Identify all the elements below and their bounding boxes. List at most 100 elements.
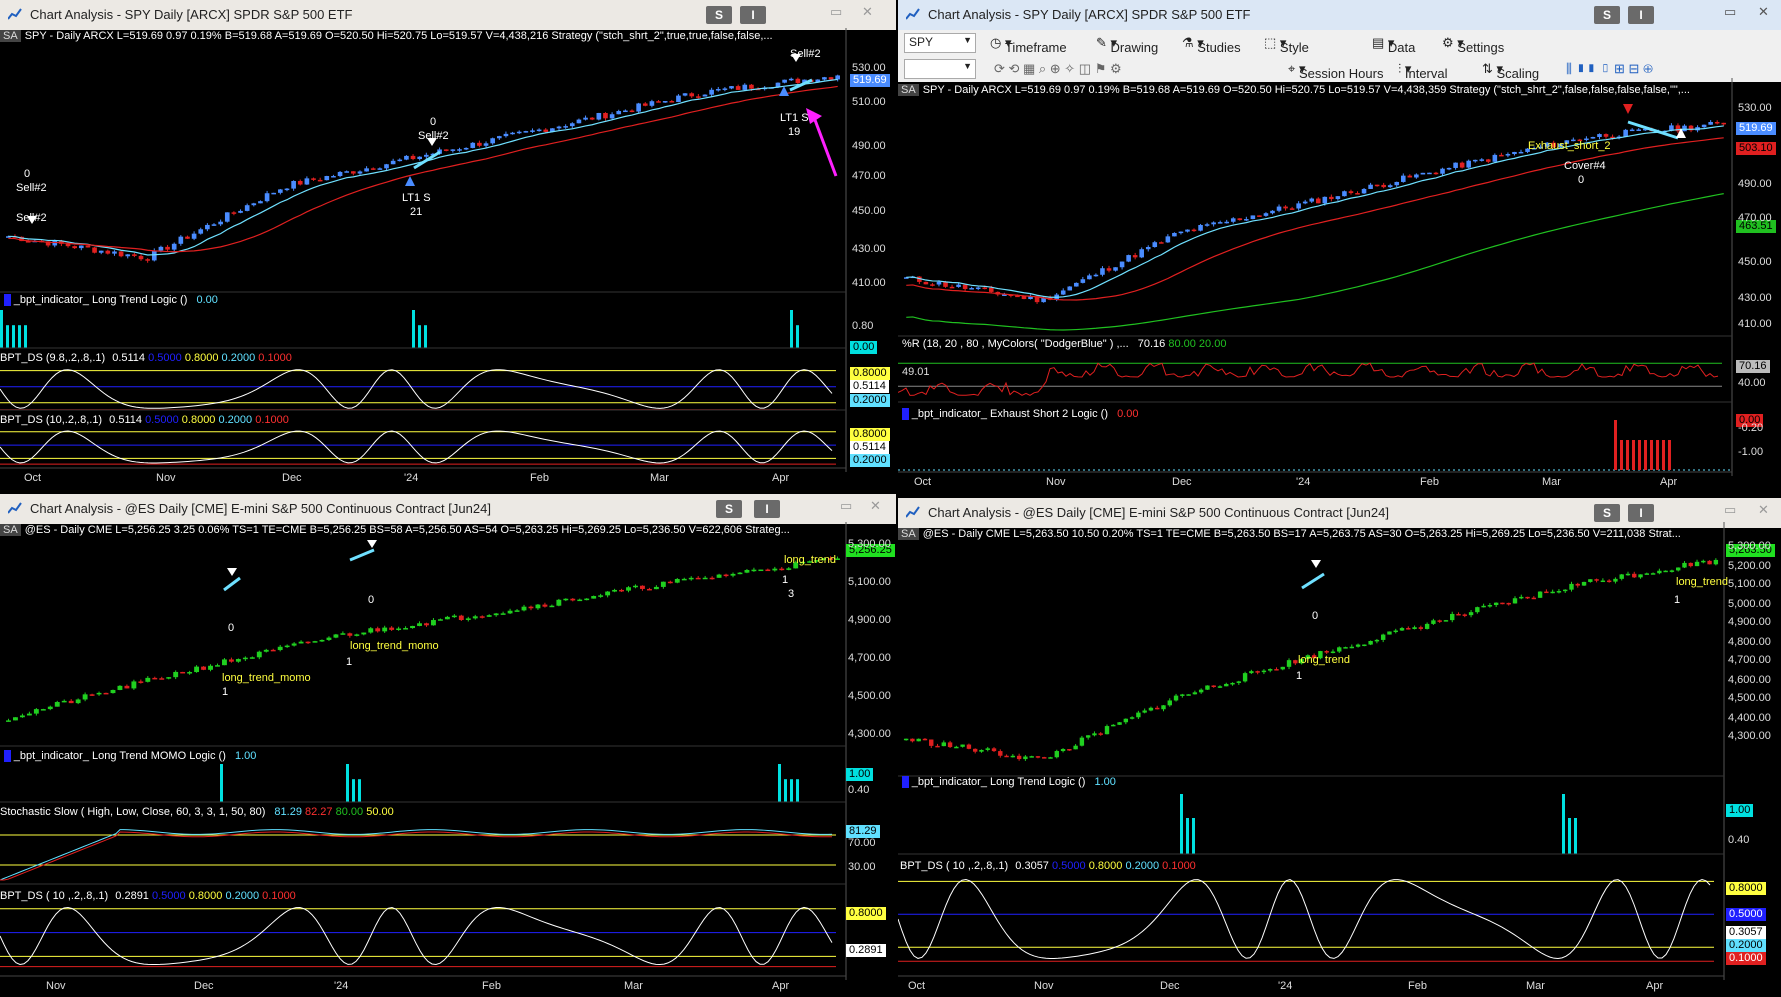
- style-menu[interactable]: ⬚ Style ▾: [1264, 35, 1309, 55]
- candle-body: [972, 748, 978, 752]
- price-chart[interactable]: [898, 498, 1781, 997]
- candle-body: [619, 589, 624, 592]
- s-button[interactable]: S: [1594, 504, 1620, 522]
- minimize-icon[interactable]: ▭: [1724, 4, 1737, 19]
- i-button[interactable]: I: [740, 6, 766, 24]
- candle-body: [1342, 191, 1347, 197]
- candle-body: [417, 156, 423, 160]
- candle-body: [368, 628, 374, 633]
- chart-window-spy-left[interactable]: Chart Analysis - SPY Daily [ARCX] SPDR S…: [0, 0, 896, 488]
- close-icon[interactable]: ✕: [1758, 4, 1769, 19]
- candle-body: [1418, 627, 1424, 629]
- chart-window-es-right[interactable]: Chart Analysis - @ES Daily [CME] E-mini …: [898, 498, 1781, 997]
- time-axis-label: Apr: [1660, 476, 1678, 488]
- price-axis-label: 5,100.00: [848, 576, 891, 588]
- window-titlebar[interactable]: Chart Analysis - @ES Daily [CME] E-mini …: [898, 498, 1781, 528]
- drawing-menu[interactable]: ✎ Drawing ▾: [1096, 35, 1159, 55]
- interval-combo[interactable]: ▼: [904, 59, 976, 79]
- timeframe-menu[interactable]: ◷ Timeframe ▾: [990, 35, 1067, 55]
- candle-body: [224, 212, 230, 222]
- price-chart[interactable]: [0, 494, 896, 997]
- indicator-bar: [1650, 440, 1653, 470]
- candle-body: [47, 706, 53, 710]
- window-titlebar[interactable]: Chart Analysis - @ES Daily [CME] E-mini …: [0, 494, 896, 524]
- trade-annotation: LT1 S: [780, 112, 809, 124]
- i-button[interactable]: I: [1628, 504, 1654, 522]
- data-menu[interactable]: ▤ Data ▾: [1372, 35, 1416, 55]
- candle-body: [340, 633, 346, 635]
- close-icon[interactable]: ✕: [1758, 502, 1769, 517]
- candle-body: [1268, 669, 1273, 671]
- candle-body: [702, 577, 708, 580]
- price-chart[interactable]: [898, 0, 1781, 496]
- candle-body: [1274, 669, 1279, 671]
- signal-line: [789, 78, 813, 92]
- candle-body: [1600, 580, 1606, 583]
- candle-body: [716, 574, 722, 578]
- candle-body: [1257, 215, 1262, 217]
- window-titlebar[interactable]: Chart Analysis - SPY Daily [ARCX] SPDR S…: [0, 0, 896, 30]
- trade-annotation: 21: [410, 206, 423, 218]
- symbol-line: SA @ES - Daily CME L=5,256.25 3.25 0.06% …: [0, 524, 790, 539]
- candle-body: [1211, 685, 1216, 688]
- price-axis-label: 490.00: [1738, 178, 1772, 190]
- candle-body: [1701, 124, 1707, 128]
- chart-window-spy-right[interactable]: Chart Analysis - SPY Daily [ARCX] SPDR S…: [898, 0, 1781, 496]
- indicator-bar: [1662, 440, 1665, 470]
- symbol-combo[interactable]: SPY ▼: [904, 33, 976, 53]
- candle-body: [696, 96, 701, 98]
- close-icon[interactable]: ✕: [870, 498, 881, 513]
- candle-body: [1537, 591, 1543, 598]
- candle-body: [1613, 578, 1618, 582]
- i-button[interactable]: I: [1628, 6, 1654, 24]
- candle-body: [1597, 134, 1602, 138]
- moving-average-slow: [906, 137, 1724, 301]
- candle-body: [458, 615, 464, 620]
- i-button[interactable]: I: [754, 500, 780, 518]
- candle-body: [779, 568, 785, 571]
- minimize-icon[interactable]: ▭: [840, 498, 853, 513]
- candle-body: [1701, 560, 1706, 563]
- window-title: Chart Analysis - @ES Daily [CME] E-mini …: [928, 505, 1389, 520]
- price-chart[interactable]: [0, 0, 896, 488]
- interval-menu[interactable]: ⫶ Interval ▾: [1398, 61, 1448, 81]
- candle-body: [1525, 148, 1530, 152]
- candle-body: [96, 692, 102, 695]
- scaling-menu[interactable]: ⇅ Scaling ▾: [1482, 61, 1540, 81]
- candle-body: [1525, 596, 1530, 599]
- s-button[interactable]: S: [706, 6, 732, 24]
- s-button[interactable]: S: [1594, 6, 1620, 24]
- window-titlebar[interactable]: Chart Analysis - SPY Daily [ARCX] SPDR S…: [898, 0, 1781, 30]
- candle-body: [1487, 605, 1493, 607]
- candle-body: [490, 138, 495, 144]
- candle-body: [550, 128, 555, 132]
- minimize-icon[interactable]: ▭: [1724, 502, 1737, 517]
- settings-menu[interactable]: ⚙ Settings ▾: [1442, 35, 1505, 55]
- tool-icons[interactable]: ⟳ ⟲ ▦ ⌕ ⊕ ✧ ◫ ⚑ ⚙: [994, 61, 1122, 76]
- candle-body: [1644, 573, 1650, 575]
- candle-body: [988, 287, 994, 292]
- close-icon[interactable]: ✕: [862, 4, 873, 19]
- candle-body: [1113, 267, 1118, 271]
- candle-body: [222, 659, 227, 666]
- candle-body: [936, 281, 942, 285]
- candle-body: [723, 574, 729, 577]
- candle-body: [304, 178, 310, 185]
- chart-app-icon: [906, 506, 920, 518]
- s-button[interactable]: S: [716, 500, 742, 518]
- candle-body: [636, 103, 641, 112]
- session-hours-menu[interactable]: ⌖ Session Hours ▾: [1288, 61, 1384, 81]
- indicator-bar: [24, 325, 27, 348]
- candle-body: [337, 171, 343, 177]
- candle-body: [695, 577, 701, 580]
- minimize-icon[interactable]: ▭: [830, 4, 843, 19]
- bar-type-icons[interactable]: ⫼ ▮▮ ▯ ⊞ ⊟ ⊕: [1566, 61, 1654, 76]
- indicator-bar: [1192, 818, 1195, 854]
- candle-body: [1159, 242, 1164, 244]
- candle-body: [472, 616, 478, 619]
- studies-menu[interactable]: ⚗ Studies ▾: [1182, 35, 1241, 55]
- chart-window-es-left[interactable]: Chart Analysis - @ES Daily [CME] E-mini …: [0, 494, 896, 997]
- indicator-bar: [1638, 440, 1641, 470]
- candle-body: [1437, 620, 1442, 622]
- candle-body: [103, 692, 109, 695]
